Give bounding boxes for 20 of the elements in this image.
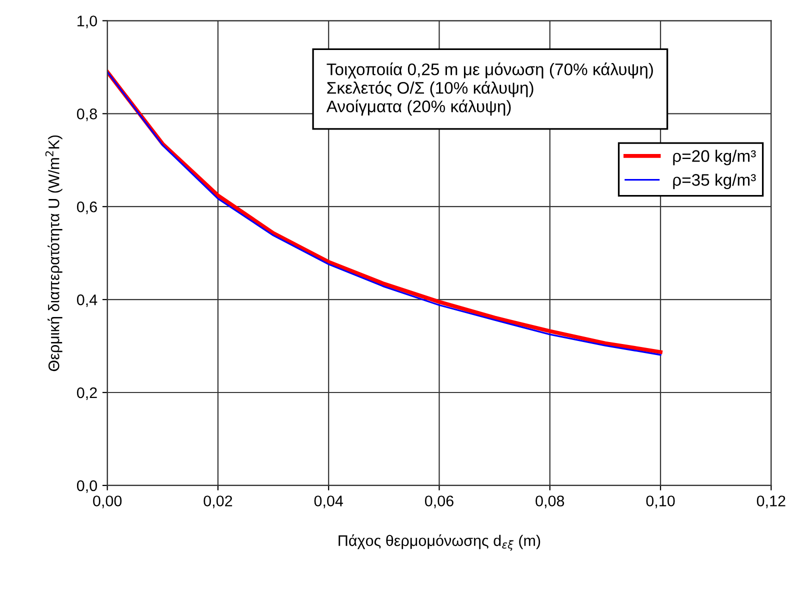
y-axis-title: Θερμική διαπερατότητα U (W/m$^{2}$K)	[45, 135, 62, 372]
x-axis-title: Πάχος θερμομόνωσης d$_{εξ}$ (m)	[338, 534, 540, 551]
x-tick-label: 0,04	[314, 496, 344, 508]
legend-label: ρ=35 kg/m³	[673, 174, 756, 190]
x-tick-label: 0,06	[424, 496, 454, 508]
y-tick-label: 0,8	[76, 108, 97, 122]
x-tick-label: 0,12	[756, 496, 786, 508]
legend-label: ρ=20 kg/m³	[673, 150, 756, 166]
annotation: Ανοίγματα (20% κάλυψη)	[326, 100, 511, 116]
x-tick-label: 0,02	[204, 496, 232, 508]
y-tick-label: 0,0	[76, 480, 98, 493]
y-tick-label: 0,2	[76, 387, 97, 400]
x-tick-label: 0,08	[536, 496, 564, 508]
y-tick-label: 0,6	[76, 201, 97, 214]
x-tick-label: 0,10	[646, 496, 675, 508]
y-tick-label: 0,4	[76, 294, 98, 308]
x-tick-label: 0,00	[93, 496, 122, 508]
y-tick-label: 1,0	[78, 16, 98, 28]
annotation: Τοιχοποιία 0,25 m με μόνωση (70% κάλυψη)	[326, 62, 653, 79]
annotation: Σκελετός Ο/Σ (10% κάλυψη)	[327, 81, 534, 98]
